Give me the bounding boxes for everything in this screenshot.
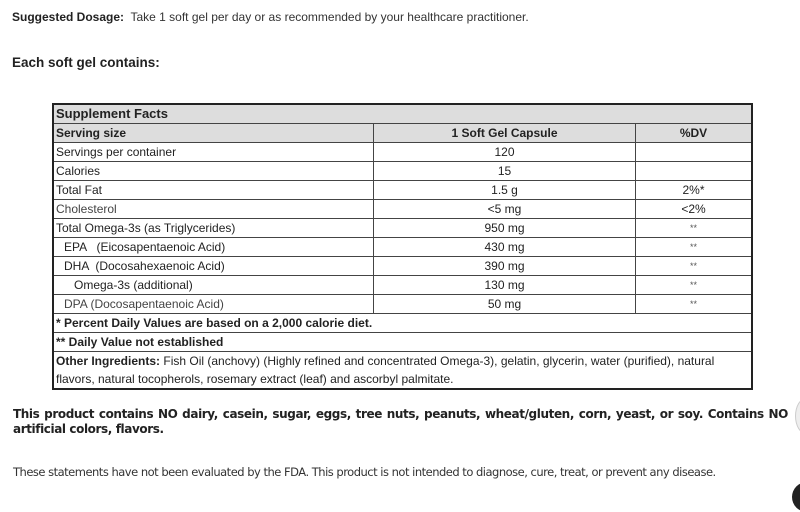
nutrient-dv: ** <box>635 294 753 314</box>
nutrient-amount: <5 mg <box>373 199 636 219</box>
header-dv: %DV <box>635 123 753 143</box>
dosage-label: Suggested Dosage: <box>12 10 125 24</box>
nutrient-name: DHA (Docosahexaenoic Acid) <box>52 256 374 276</box>
table-header: Serving size 1 Soft Gel Capsule %DV <box>52 123 753 143</box>
nutrient-dv: ** <box>635 275 753 295</box>
nutrient-name: Calories <box>52 161 374 181</box>
nutrient-name: Omega-3s (additional) <box>52 275 374 295</box>
dosage-text: Take 1 soft gel per day or as recommende… <box>130 10 529 24</box>
nutrient-amount: 950 mg <box>373 218 636 238</box>
nutrient-dv: ** <box>635 256 753 276</box>
table-row: Omega-3s (additional) 130 mg ** <box>52 275 753 295</box>
nutrient-name: EPA (Eicosapentaenoic Acid) <box>52 237 374 257</box>
footnote-not-established: ** Daily Value not established <box>52 332 753 352</box>
nutrient-dv: <2% <box>635 199 753 219</box>
nutrient-amount: 50 mg <box>373 294 636 314</box>
header-serving-size: Serving size <box>52 123 374 143</box>
table-row: DPA (Docosapentaenoic Acid) 50 mg ** <box>52 294 753 314</box>
table-row: EPA (Eicosapentaenoic Acid) 430 mg ** <box>52 237 753 257</box>
supplement-facts-table: Supplement Facts Serving size 1 Soft Gel… <box>52 103 753 390</box>
nutrient-amount: 430 mg <box>373 237 636 257</box>
nutrient-dv: ** <box>635 218 753 238</box>
suggested-dosage: Suggested Dosage: Take 1 soft gel per da… <box>12 10 529 24</box>
allergen-statement: This product contains NO dairy, casein, … <box>13 407 788 436</box>
table-row: Total Fat 1.5 g 2%* <box>52 180 753 200</box>
chat-button[interactable] <box>792 482 800 512</box>
table-row: Cholesterol <5 mg <2% <box>52 199 753 219</box>
nutrient-amount: 120 <box>373 142 636 162</box>
nutrient-dv: 2%* <box>635 180 753 200</box>
nutrient-name: DPA (Docosapentaenoic Acid) <box>52 294 374 314</box>
table-row: Calories 15 <box>52 161 753 181</box>
fda-disclaimer: These statements have not been evaluated… <box>13 465 716 479</box>
nutrient-name: Cholesterol <box>52 199 374 219</box>
header-amount: 1 Soft Gel Capsule <box>373 123 636 143</box>
nutrient-name: Total Fat <box>52 180 374 200</box>
nutrient-amount: 1.5 g <box>373 180 636 200</box>
table-row: Servings per container 120 <box>52 142 753 162</box>
nutrient-amount: 130 mg <box>373 275 636 295</box>
nutrient-dv <box>635 142 753 162</box>
other-ingredients: Other Ingredients: Fish Oil (anchovy) (H… <box>52 351 753 390</box>
table-row: Total Omega-3s (as Triglycerides) 950 mg *… <box>52 218 753 238</box>
nutrient-name: Total Omega-3s (as Triglycerides) <box>52 218 374 238</box>
nutrient-amount: 390 mg <box>373 256 636 276</box>
nutrient-amount: 15 <box>373 161 636 181</box>
scroll-widget[interactable] <box>795 398 800 434</box>
footnote-daily-values: * Percent Daily Values are based on a 2,… <box>52 313 753 333</box>
nutrient-dv <box>635 161 753 181</box>
nutrient-dv: ** <box>635 237 753 257</box>
nutrient-name: Servings per container <box>52 142 374 162</box>
table-row: DHA (Docosahexaenoic Acid) 390 mg ** <box>52 256 753 276</box>
table-title: Supplement Facts <box>52 103 753 124</box>
other-ingredients-text: Fish Oil (anchovy) (Highly refined and c… <box>56 354 715 386</box>
other-ingredients-label: Other Ingredients: <box>56 354 161 368</box>
each-softgel-heading: Each soft gel contains: <box>12 55 160 70</box>
